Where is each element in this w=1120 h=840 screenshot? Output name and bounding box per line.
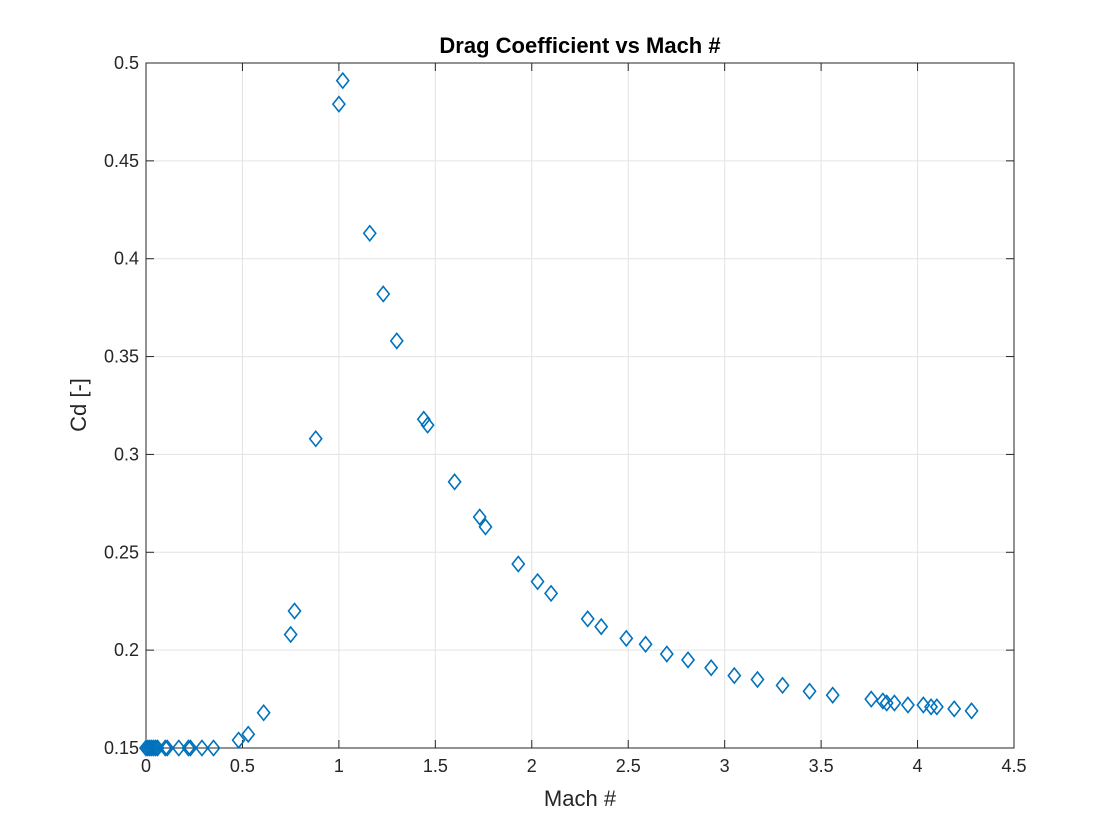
y-tick-label: 0.3 — [114, 444, 139, 464]
data-point — [478, 518, 493, 536]
x-tick-label: 0.5 — [230, 756, 255, 776]
data-point — [231, 731, 246, 749]
data-point — [864, 690, 879, 708]
axes — [145, 62, 1015, 749]
data-markers — [138, 71, 979, 757]
data-point — [171, 739, 186, 757]
data-point — [802, 682, 817, 701]
data-point — [659, 645, 674, 663]
data-point — [287, 602, 302, 620]
data-point — [924, 698, 939, 716]
x-tick-label: 2.5 — [616, 756, 641, 776]
plot-area — [146, 63, 1014, 748]
data-point — [206, 739, 221, 757]
y-tick-label: 0.2 — [114, 640, 139, 660]
data-point — [964, 702, 979, 720]
chart-title: Drag Coefficient vs Mach # — [439, 33, 720, 58]
y-tick-label: 0.4 — [114, 249, 139, 269]
data-point — [619, 629, 634, 648]
data-point — [389, 332, 404, 350]
x-tick-label: 1.5 — [423, 756, 448, 776]
data-point — [144, 739, 159, 757]
data-point — [420, 416, 435, 434]
data-point — [148, 739, 163, 757]
data-point — [160, 739, 175, 757]
data-point — [335, 71, 350, 90]
data-point — [727, 666, 742, 685]
data-point — [283, 625, 298, 644]
data-point — [916, 696, 931, 714]
y-tick-label: 0.45 — [104, 151, 139, 171]
x-tick-label: 4.5 — [1001, 756, 1026, 776]
x-tick-label: 2 — [527, 756, 537, 776]
data-point — [594, 617, 609, 636]
data-point — [638, 635, 653, 654]
data-point — [875, 692, 890, 710]
data-point — [241, 725, 256, 744]
data-point — [308, 429, 323, 448]
y-tick-label: 0.35 — [104, 347, 139, 367]
data-point — [331, 95, 346, 113]
data-point — [947, 700, 962, 718]
data-point — [704, 658, 719, 677]
y-tick-label: 0.5 — [114, 53, 139, 73]
data-point — [750, 670, 765, 689]
axes-box — [145, 62, 1015, 749]
y-tick-label: 0.15 — [104, 738, 139, 758]
data-point — [146, 739, 161, 757]
data-point — [183, 739, 198, 757]
data-point — [472, 508, 487, 526]
x-tick-label: 0 — [141, 756, 151, 776]
x-tick-labels: 0 0.5 1 1.5 2 2.5 3 3.5 4 4.5 — [141, 756, 1027, 776]
data-point — [511, 555, 526, 573]
x-tick-label: 4 — [913, 756, 923, 776]
y-tick-label: 0.25 — [104, 542, 139, 562]
data-point — [929, 698, 944, 716]
data-point — [887, 694, 902, 712]
data-point — [530, 572, 545, 591]
y-axis-label: Cd [-] — [66, 378, 91, 432]
data-point — [158, 739, 173, 757]
data-point — [580, 610, 595, 628]
data-point — [181, 739, 196, 757]
data-point — [362, 224, 377, 243]
data-point — [825, 686, 840, 704]
data-point — [447, 473, 462, 491]
data-point — [544, 584, 559, 603]
x-tick-label: 3.5 — [809, 756, 834, 776]
x-tick-label: 1 — [334, 756, 344, 776]
x-tick-label: 3 — [720, 756, 730, 776]
data-point — [680, 651, 696, 669]
data-point — [376, 285, 391, 303]
data-point — [900, 696, 915, 714]
data-point — [194, 739, 209, 757]
y-tick-labels: 0.15 0.2 0.25 0.3 0.35 0.4 0.45 0.5 — [104, 53, 139, 758]
x-axis-label: Mach # — [544, 786, 617, 811]
data-point — [256, 703, 271, 722]
data-point — [775, 676, 790, 695]
